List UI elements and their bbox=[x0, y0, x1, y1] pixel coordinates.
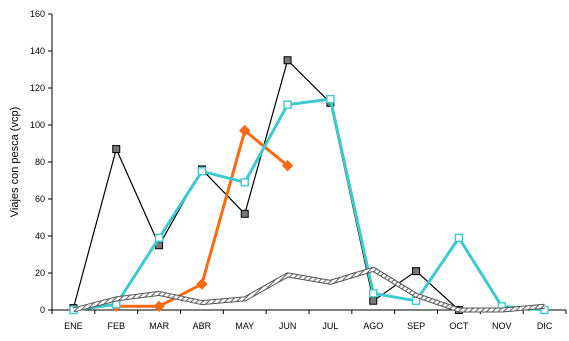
data-point bbox=[283, 56, 292, 65]
data-point bbox=[112, 145, 121, 154]
series-4 bbox=[72, 266, 545, 313]
data-point bbox=[412, 267, 421, 276]
x-tick-label: NOV bbox=[492, 321, 512, 331]
x-tick-label: DIC bbox=[537, 321, 553, 331]
data-point bbox=[369, 296, 378, 305]
series-line-pattern bbox=[73, 267, 545, 312]
data-point bbox=[196, 278, 208, 290]
x-tick-label: ENE bbox=[64, 321, 83, 331]
y-tick-label: 100 bbox=[30, 120, 45, 130]
data-point bbox=[197, 167, 207, 176]
y-tick-label: 60 bbox=[35, 194, 45, 204]
series-1 bbox=[69, 56, 463, 314]
y-tick-label: 0 bbox=[40, 305, 45, 315]
series-2 bbox=[110, 124, 294, 313]
data-point bbox=[281, 159, 294, 172]
y-tick-label: 80 bbox=[35, 157, 45, 167]
x-tick-label: JUN bbox=[279, 321, 297, 331]
data-point bbox=[240, 178, 249, 187]
data-point bbox=[154, 233, 164, 243]
series-line bbox=[73, 97, 545, 312]
y-tick-label: 140 bbox=[30, 46, 45, 56]
data-point bbox=[369, 289, 378, 298]
x-tick-label: MAY bbox=[235, 321, 254, 331]
data-point bbox=[283, 100, 292, 109]
y-tick-label: 40 bbox=[35, 231, 45, 241]
y-tick-label: 20 bbox=[35, 268, 45, 278]
data-point bbox=[239, 124, 251, 137]
data-point bbox=[454, 233, 464, 243]
series-line bbox=[72, 266, 545, 313]
data-point bbox=[326, 94, 335, 104]
x-tick-label: MAR bbox=[149, 321, 170, 331]
data-point bbox=[240, 209, 249, 218]
x-tick-label: AGO bbox=[363, 321, 383, 331]
x-tick-label: ABR bbox=[193, 321, 212, 331]
y-tick-label: 160 bbox=[30, 9, 45, 19]
x-tick-label: SEP bbox=[407, 321, 425, 331]
x-tick-label: FEB bbox=[107, 321, 125, 331]
x-tick-label: JUL bbox=[322, 321, 338, 331]
y-tick-label: 120 bbox=[30, 83, 45, 93]
x-tick-label: OCT bbox=[449, 321, 469, 331]
series-line bbox=[72, 59, 460, 311]
y-axis-title: Viajes con pesca (vcp) bbox=[9, 107, 21, 217]
data-point bbox=[153, 300, 165, 313]
